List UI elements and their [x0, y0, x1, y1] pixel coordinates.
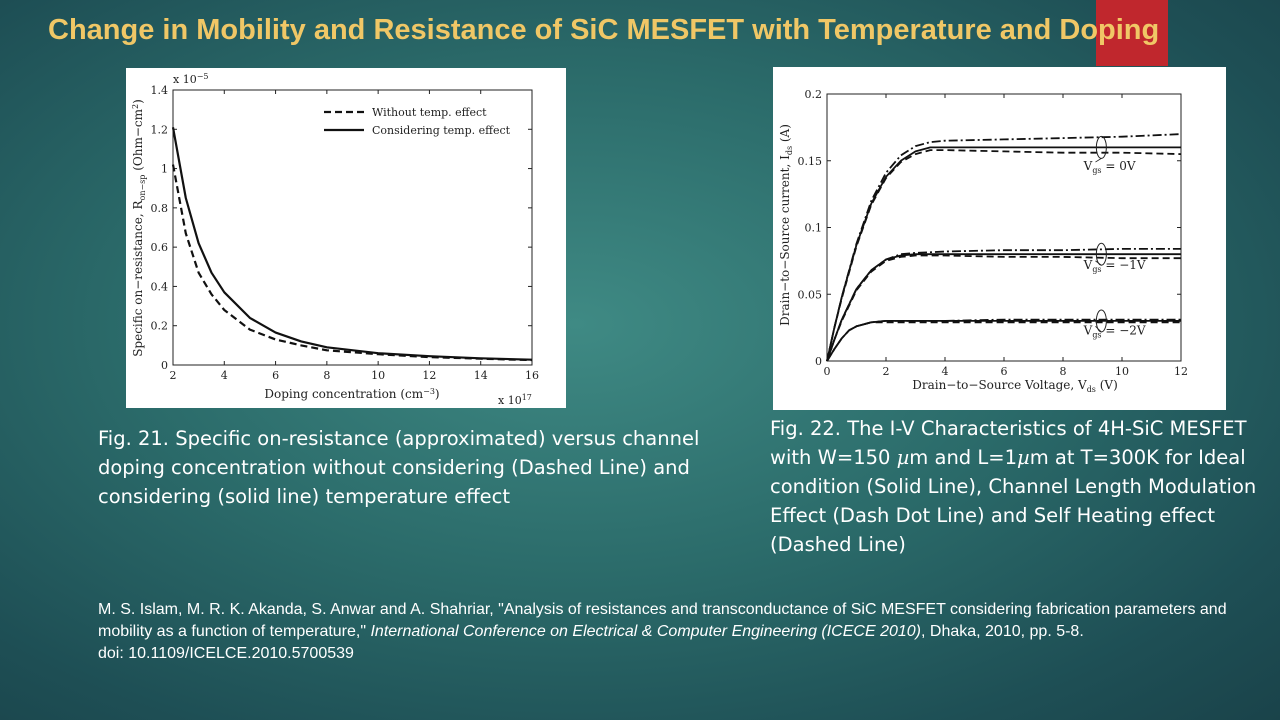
x-tick-label: 10: [1115, 365, 1129, 378]
annotation-subscript: gs: [1092, 330, 1101, 339]
x-axis-label-text: Doping concentration (cm: [264, 387, 423, 401]
y-tick-label: 0.4: [151, 280, 169, 293]
annotation-leader: [1095, 260, 1102, 266]
micro-symbol: µ: [896, 446, 910, 469]
gate-voltage-annotation: Vgs = −1V: [1083, 258, 1146, 274]
x-axis-label-subscript: ds: [1087, 385, 1096, 394]
series-line-dashed: [171, 164, 533, 362]
x-axis-label: Drain−to−Source Voltage, Vds (V): [912, 378, 1118, 394]
slide-title: Change in Mobility and Resistance of SiC…: [48, 14, 1160, 46]
reference-details: , Dhaka, 2010, pp. 5-8.: [921, 623, 1084, 640]
annotation-leader: [1095, 158, 1102, 163]
y-tick-label: 1.4: [151, 84, 169, 97]
y-tick-label: 1.2: [151, 123, 169, 136]
micro-symbol: µ: [1017, 446, 1030, 469]
x-tick-label: 4: [942, 365, 949, 378]
figure-22-chart: 0 2 4 6 8 10 12 0 0.05 0.1 0.15 0.2 Drain−to−Source …: [778, 88, 1188, 394]
y-tick-label: 0.05: [798, 288, 823, 301]
y-tick-label: 0.2: [151, 320, 169, 333]
annotation-value: = −1V: [1102, 258, 1146, 272]
series-line-dashdot: [826, 133, 1182, 362]
y-multiplier-exponent: −5: [197, 72, 209, 81]
series-line-dashdot: [826, 318, 1181, 362]
annotation-prefix: V: [1083, 258, 1093, 272]
accent-block: [1096, 0, 1168, 66]
annotation-subscript: gs: [1092, 265, 1101, 274]
x-tick-label: 10: [371, 369, 385, 382]
plot-frame: [172, 89, 533, 366]
x-tick-label: 16: [525, 369, 539, 382]
x-axis-label: Doping concentration (cm−3): [264, 387, 439, 401]
y-axis-label-text: Drain−to−Source current, I: [778, 155, 792, 326]
x-tick-label: 8: [323, 369, 330, 382]
legend-entry: Without temp. effect: [372, 106, 487, 119]
y-axis-label-subscript: on−sp: [138, 175, 147, 201]
x-multiplier-text: x 10: [498, 394, 522, 407]
y-axis-label-subscript: ds: [785, 146, 794, 155]
series-line-solid: [826, 253, 1181, 362]
x-axis-label-end: (V): [1096, 378, 1118, 392]
gate-voltage-annotation: Vgs = 0V: [1083, 159, 1136, 175]
x-tick-label: 12: [422, 369, 436, 382]
y-tick-label: 0.15: [798, 155, 823, 168]
x-tick-label: 8: [1060, 365, 1067, 378]
x-axis-label-superscript: −3: [423, 387, 435, 396]
x-tick-label: 6: [1001, 365, 1008, 378]
x-tick-label: 2: [170, 369, 177, 382]
y-multiplier-text: x 10: [173, 73, 197, 86]
caption-22-part-2: m and L=1: [909, 446, 1017, 469]
x-tick-label: 2: [883, 365, 890, 378]
x-tick-label: 4: [221, 369, 228, 382]
reference-authors-title: M. S. Islam, M. R. K. Akanda, S. Anwar a…: [98, 601, 1227, 640]
x-tick-label: 6: [272, 369, 279, 382]
y-tick-label: 0: [161, 359, 168, 372]
figure-22: 0 2 4 6 8 10 12 0 0.05 0.1 0.15 0.2 Drain−to−Source …: [773, 67, 1226, 410]
legend-entry: Considering temp. effect: [372, 124, 511, 137]
x-tick-label: 0: [824, 365, 831, 378]
y-axis-label: Drain−to−Source current, Ids (A): [778, 124, 794, 326]
annotation-value: = 0V: [1102, 159, 1136, 173]
reference-doi: doi: 10.1109/ICELCE.2010.5700539: [98, 645, 354, 662]
y-axis-label-unit-superscript: 2: [131, 104, 140, 109]
figure-21-caption: Fig. 21. Specific on-resistance (approxi…: [98, 427, 700, 508]
y-axis-label: Specific on−resistance, Ron−sp (Ohm−cm2): [131, 99, 147, 357]
figure-21: 2 4 6 8 10 12 14 16 0 0.2 0.4 0.6 0.8 1 1.2 1.4 x 10−5 x …: [126, 68, 566, 408]
annotation-subscript: gs: [1092, 166, 1101, 175]
figure-22-caption: Fig. 22. The I-V Characteristics of 4H-S…: [770, 414, 1270, 559]
y-axis-label-unit: (Ohm−cm: [131, 108, 145, 174]
annotation-prefix: V: [1083, 323, 1093, 337]
annotation-value: = −2V: [1102, 323, 1146, 337]
y-tick-label: 0.6: [151, 241, 169, 254]
reference-citation: M. S. Islam, M. R. K. Akanda, S. Anwar a…: [98, 599, 1258, 665]
x-tick-label: 14: [474, 369, 488, 382]
series-line-dashed: [826, 254, 1181, 362]
y-multiplier-label: x 10−5: [173, 72, 209, 86]
series-line-solid: [171, 127, 533, 361]
x-multiplier-exponent: 17: [522, 393, 532, 402]
y-axis-label-end: ): [131, 99, 145, 104]
y-tick-label: 0: [815, 355, 822, 368]
y-axis-label-end: (A): [778, 124, 792, 146]
caption-22-part-3: m at T=300K for Ideal condition (Solid L…: [770, 446, 1257, 556]
series-line-dashed: [826, 321, 1181, 362]
y-tick-label: 0.2: [805, 88, 823, 101]
annotation-prefix: V: [1083, 159, 1093, 173]
x-axis-label-text: Drain−to−Source Voltage, V: [912, 378, 1087, 392]
y-tick-label: 0.8: [151, 202, 169, 215]
annotation-leader: [1095, 326, 1102, 333]
reference-venue: International Conference on Electrical &…: [370, 623, 921, 640]
caption-22-part-1: Fig. 22. The I-V Characteristics of 4H-S…: [770, 417, 1247, 469]
series-line-dashed: [826, 149, 1182, 362]
y-axis-label-text: Specific on−resistance, R: [131, 200, 145, 357]
x-tick-label: 12: [1174, 365, 1188, 378]
x-multiplier-label: x 1017: [498, 393, 532, 407]
gate-voltage-annotation: Vgs = −2V: [1083, 323, 1146, 339]
y-tick-label: 0.1: [805, 222, 823, 235]
y-tick-label: 1: [161, 163, 168, 176]
x-axis-label-end: ): [435, 387, 440, 401]
